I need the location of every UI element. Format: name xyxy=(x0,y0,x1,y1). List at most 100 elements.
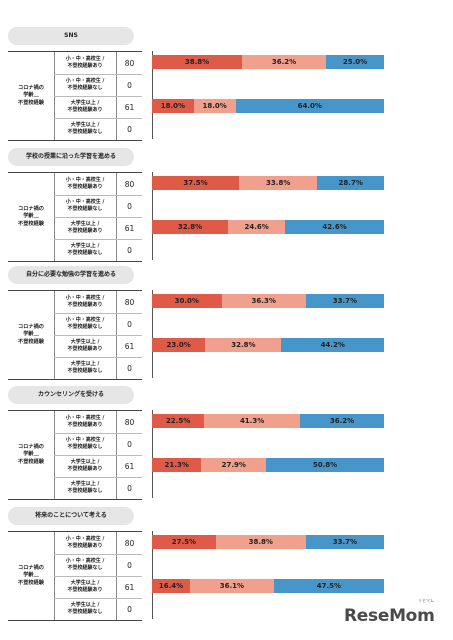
category-label: 大学生以上 / 不登校経験なし xyxy=(67,243,103,256)
category-table: コロナ禍の 学齢＿ 不登校経験 小・中・高校生 / 不登校経験あり 80 小・中・高校… xyxy=(8,410,142,500)
bar-segment: 50.8% xyxy=(266,458,384,472)
data-label: 33.8% xyxy=(266,179,291,187)
bar-area: 37.5% 33.8% 28.7% 32.8% 24.6% 42.6% xyxy=(152,172,384,260)
data-label: 42.6% xyxy=(322,223,347,231)
stacked-bar: 16.4% 36.1% 47.5% xyxy=(152,579,384,593)
chart-section: カウンセリングを受ける コロナ禍の 学齢＿ 不登校経験 小・中・高校生 / 不登校経… xyxy=(0,386,453,501)
table-row-divider xyxy=(54,433,142,434)
category-label: 小・中・高校生 / 不登校経験あり xyxy=(65,536,105,549)
table-row-divider xyxy=(54,313,142,314)
table-row: 大学生以上 / 不登校経験なし 0 xyxy=(54,118,142,140)
bar-segment: 28.7% xyxy=(317,176,384,190)
table-row-divider xyxy=(54,477,142,478)
group-label: コロナ禍の 学齢＿ 不登校経験 xyxy=(18,443,44,465)
bar-segment: 36.1% xyxy=(190,579,274,593)
data-label: 22.5% xyxy=(165,417,191,425)
data-label: 64.0% xyxy=(297,102,322,110)
table-row: 大学生以上 / 不登校経験なし 0 xyxy=(54,598,142,620)
category-label: 大学生以上 / 不登校経験なし xyxy=(67,122,103,135)
data-label: 36.2% xyxy=(271,58,297,66)
bar-segment: 24.6% xyxy=(228,220,286,234)
table-row: 大学生以上 / 不登校経験あり 61 xyxy=(54,576,142,598)
bar-axis xyxy=(152,172,153,260)
data-label: 30.0% xyxy=(174,297,199,305)
category-table: コロナ禍の 学齢＿ 不登校経験 小・中・高校生 / 不登校経験あり 80 小・中・高校… xyxy=(8,172,142,262)
chart-section: 自分に必要な勉強の学習を進めるコロナ禍の 学齢＿ 不登校経験 小・中・高校生 / … xyxy=(0,266,453,381)
bar-segment: 33.7% xyxy=(305,294,384,308)
category-label: 大学生以上 / 不登校経験なし xyxy=(67,602,103,615)
category-label: 小・中・高校生 / 不登校経験なし xyxy=(65,199,105,212)
bar-axis xyxy=(152,410,153,498)
bar-segment: 33.7% xyxy=(305,535,384,549)
category-label: 大学生以上 / 不登校経験なし xyxy=(67,361,103,374)
sample-count: 0 xyxy=(127,245,132,255)
sample-count: 61 xyxy=(124,341,135,351)
data-label: 47.5% xyxy=(316,582,342,590)
bar-segment: 32.8% xyxy=(152,220,229,234)
category-table: コロナ禍の 学齢＿ 不登校経験 小・中・高校生 / 不登校経験あり 80 小・中・高校… xyxy=(8,51,142,141)
table-row-divider xyxy=(54,576,142,577)
category-label: 小・中・高校生 / 不登校経験あり xyxy=(65,56,105,69)
data-label: 25.0% xyxy=(342,58,368,66)
bar-segment: 47.5% xyxy=(273,579,384,593)
sample-count: 0 xyxy=(127,560,132,570)
bar-area: 30.0% 36.3% 33.7% 23.0% 32.8% 44.2% xyxy=(152,290,384,378)
table-row-divider xyxy=(54,217,142,218)
group-label: コロナ禍の 学齢＿ 不登校経験 xyxy=(18,323,44,345)
category-label: 大学生以上 / 不登校経験なし xyxy=(67,481,103,494)
table-row: 小・中・高校生 / 不登校経験あり 80 xyxy=(54,291,142,313)
bar-segment: 21.3% xyxy=(152,458,202,472)
table-row: 小・中・高校生 / 不登校経験あり 80 xyxy=(54,173,142,195)
chart-title: SNS xyxy=(8,27,134,45)
category-table: コロナ禍の 学齢＿ 不登校経験 小・中・高校生 / 不登校経験あり 80 小・中・高校… xyxy=(8,290,142,380)
table-row: 大学生以上 / 不登校経験なし 0 xyxy=(54,477,142,499)
bar-axis xyxy=(152,290,153,378)
bar-segment: 22.5% xyxy=(152,414,205,428)
data-label: 33.7% xyxy=(332,538,358,546)
table-row: 小・中・高校生 / 不登校経験あり 80 xyxy=(54,411,142,433)
table-row: 大学生以上 / 不登校経験あり 61 xyxy=(54,96,142,118)
bar-area: 27.5% 38.8% 33.7% 16.4% 36.1% 47.5% xyxy=(152,531,384,619)
bar-segment: 23.0% xyxy=(152,338,206,352)
sample-count: 80 xyxy=(124,417,135,427)
resemom-logo: ReseMom xyxy=(344,606,435,626)
category-label: 大学生以上 / 不登校経験あり xyxy=(67,339,103,352)
chart-title: 自分に必要な勉強の学習を進める xyxy=(8,266,134,284)
category-label: 小・中・高校生 / 不登校経験なし xyxy=(65,78,105,91)
table-row-divider xyxy=(54,554,142,555)
stacked-bar: 27.5% 38.8% 33.7% xyxy=(152,535,384,549)
stacked-bar: 30.0% 36.3% 33.7% xyxy=(152,294,384,308)
category-label: 小・中・高校生 / 不登校経験あり xyxy=(65,415,105,428)
bar-segment: 30.0% xyxy=(152,294,222,308)
table-row: 小・中・高校生 / 不登校経験なし 0 xyxy=(54,74,142,96)
bar-segment: 33.8% xyxy=(239,176,318,190)
bar-axis xyxy=(152,51,153,139)
bar-area: 38.8% 36.2% 25.0% 18.0% 18.0% 64.0% xyxy=(152,51,384,139)
bar-segment: 36.2% xyxy=(300,414,384,428)
bar-segment: 25.0% xyxy=(325,55,384,69)
bar-segment: 42.6% xyxy=(285,220,384,234)
data-label: 36.3% xyxy=(251,297,276,305)
sample-count: 0 xyxy=(127,80,132,90)
data-label: 38.8% xyxy=(248,538,273,546)
sample-count: 80 xyxy=(124,538,135,548)
table-row-divider xyxy=(54,335,142,336)
table-row-divider xyxy=(54,195,142,196)
stacked-bar: 38.8% 36.2% 25.0% xyxy=(152,55,384,69)
data-label: 32.8% xyxy=(177,223,203,231)
table-row: 小・中・高校生 / 不登校経験あり 80 xyxy=(54,532,142,554)
table-row-divider xyxy=(54,357,142,358)
chart-section: 将来のことについて考える コロナ禍の 学齢＿ 不登校経験 小・中・高校生 / 不登校… xyxy=(0,507,453,622)
bar-segment: 18.0% xyxy=(193,99,236,113)
table-row-divider xyxy=(54,239,142,240)
table-row: 小・中・高校生 / 不登校経験なし 0 xyxy=(54,313,142,335)
data-label: 21.3% xyxy=(164,461,189,469)
bar-segment: 32.8% xyxy=(205,338,282,352)
sample-count: 61 xyxy=(124,223,135,233)
data-label: 18.0% xyxy=(202,102,227,110)
data-label: 38.8% xyxy=(184,58,210,66)
sample-count: 61 xyxy=(124,461,135,471)
group-label: コロナ禍の 学齢＿ 不登校経験 xyxy=(18,564,44,586)
chart-section: 学校の授業に沿った学習を進める コロナ禍の 学齢＿ 不登校経験 小・中・高校生 / … xyxy=(0,148,453,263)
sample-count: 0 xyxy=(127,124,132,134)
